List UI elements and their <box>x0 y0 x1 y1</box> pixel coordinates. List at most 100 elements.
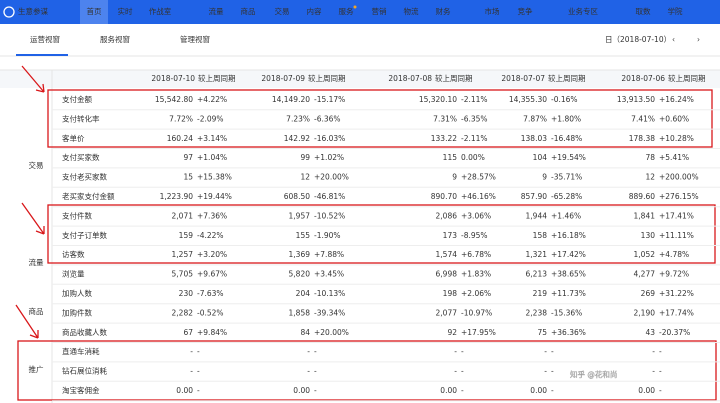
highlight-box <box>17 340 717 401</box>
cell-change: +7.88% <box>314 250 344 259</box>
cell-change: +17.41% <box>659 211 694 220</box>
prev-arrow[interactable]: ‹ <box>672 35 675 44</box>
nav-item[interactable]: 作战室 <box>149 6 172 16</box>
nav-item[interactable]: 实时 <box>118 6 133 16</box>
column-date: 2018-07-06 <box>621 74 665 83</box>
cell-value: 0.00 <box>176 386 193 395</box>
cell-value: 78 <box>645 153 655 162</box>
row-label: 钻石展位消耗 <box>62 366 107 376</box>
cell-value: 269 <box>641 289 656 298</box>
cell-value: 9 <box>542 173 547 182</box>
cell-value: 130 <box>641 231 656 240</box>
tab[interactable]: 运营视窗 <box>30 34 60 44</box>
nav-bar <box>0 0 720 24</box>
cell-value: 6,213 <box>526 270 548 279</box>
nav-item[interactable]: 市场 <box>485 6 500 16</box>
cell-change: - <box>197 386 200 395</box>
row-label: 加购人数 <box>62 288 92 298</box>
next-arrow[interactable]: › <box>697 35 700 44</box>
cell-change: 0.00% <box>461 153 485 162</box>
cell-change: - <box>659 367 662 376</box>
nav-item[interactable]: 物流 <box>404 6 419 16</box>
cell-change: - <box>314 367 317 376</box>
cell-value: 15,542.80 <box>155 95 193 104</box>
column-compare: 较上周同期 <box>308 73 346 83</box>
cell-change: +15.38% <box>197 173 232 182</box>
cell-value: 173 <box>443 231 458 240</box>
nav-item[interactable]: 商品 <box>241 6 256 16</box>
nav-item[interactable]: 流量 <box>209 6 224 16</box>
column-compare: 较上周同期 <box>198 73 236 83</box>
cell-value: 7.23% <box>286 114 310 123</box>
cell-change: +36.36% <box>551 328 586 337</box>
cell-value: 2,071 <box>172 211 194 220</box>
cell-change: -10.13% <box>314 289 345 298</box>
cell-change: - <box>551 386 554 395</box>
cell-change: -4.22% <box>197 231 224 240</box>
cell-value: 84 <box>300 328 310 337</box>
cell-value: 13,913.50 <box>617 95 655 104</box>
cell-value: - <box>454 367 457 376</box>
cell-value: 7.31% <box>433 114 457 123</box>
nav-item[interactable]: 交易 <box>275 6 290 16</box>
cell-value: 608.50 <box>284 192 310 201</box>
cell-change: -7.63% <box>197 289 224 298</box>
cell-value: 160.24 <box>167 134 193 143</box>
row-label: 访客数 <box>62 249 85 259</box>
row-label: 加购件数 <box>62 307 92 317</box>
cell-change: - <box>461 347 464 356</box>
nav-item[interactable]: 服务 <box>339 6 354 16</box>
nav-item[interactable]: 取数 <box>636 6 651 16</box>
tab[interactable]: 服务视窗 <box>100 34 130 44</box>
highlight-box <box>47 89 713 148</box>
cell-value: - <box>454 347 457 356</box>
cell-value: 104 <box>533 153 548 162</box>
nav-item[interactable]: 学院 <box>668 6 683 16</box>
cell-value: - <box>544 367 547 376</box>
cell-value: 178.38 <box>629 134 655 143</box>
column-compare: 较上周同期 <box>548 73 586 83</box>
nav-item[interactable]: 竞争 <box>518 6 533 16</box>
tab[interactable]: 管理视窗 <box>180 34 210 44</box>
nav-item[interactable]: 财务 <box>436 6 451 16</box>
cell-change: +1.46% <box>551 211 581 220</box>
cell-change: +46.16% <box>461 192 496 201</box>
cell-value: 142.92 <box>284 134 310 143</box>
annotations <box>15 65 717 401</box>
cell-change: -10.52% <box>314 211 345 220</box>
cell-value: 133.22 <box>431 134 457 143</box>
cell-change: +2.06% <box>461 289 491 298</box>
cell-change: - <box>659 386 662 395</box>
cell-value: 15,320.10 <box>419 95 457 104</box>
cell-change: +28.57% <box>461 173 496 182</box>
cell-value: 1,223.90 <box>160 192 194 201</box>
date-picker[interactable]: 日（2018-07-10） <box>605 35 671 44</box>
cell-change: -46.81% <box>314 192 345 201</box>
cell-value: 857.90 <box>521 192 547 201</box>
cell-change: -39.34% <box>314 308 345 317</box>
watermark: 知乎 @花和尚 <box>570 369 617 379</box>
cell-value: - <box>190 347 193 356</box>
nav-item[interactable]: 业务专区 <box>568 6 598 16</box>
cell-value: 14,149.20 <box>272 95 310 104</box>
nav-item[interactable]: 内容 <box>307 6 322 16</box>
cell-value: 159 <box>179 231 194 240</box>
logo: 生意参谋 <box>18 6 48 16</box>
row-label: 支付子订单数 <box>62 230 107 240</box>
cell-change: +11.73% <box>551 289 586 298</box>
cell-value: 2,282 <box>172 308 194 317</box>
cell-value: 1,957 <box>289 211 311 220</box>
cell-change: +17.42% <box>551 250 586 259</box>
cell-change: +1.80% <box>551 114 581 123</box>
cell-value: 155 <box>296 231 311 240</box>
row-label: 支付件数 <box>62 210 92 220</box>
table-header-bg <box>0 70 720 88</box>
cell-value: 2,238 <box>526 308 548 317</box>
cell-value: - <box>652 347 655 356</box>
cell-value: 0.00 <box>530 386 547 395</box>
nav-item[interactable]: 首页 <box>87 6 102 16</box>
cell-change: +9.67% <box>197 270 227 279</box>
cell-change: -0.16% <box>551 95 578 104</box>
nav-item[interactable]: 营销 <box>372 6 387 16</box>
